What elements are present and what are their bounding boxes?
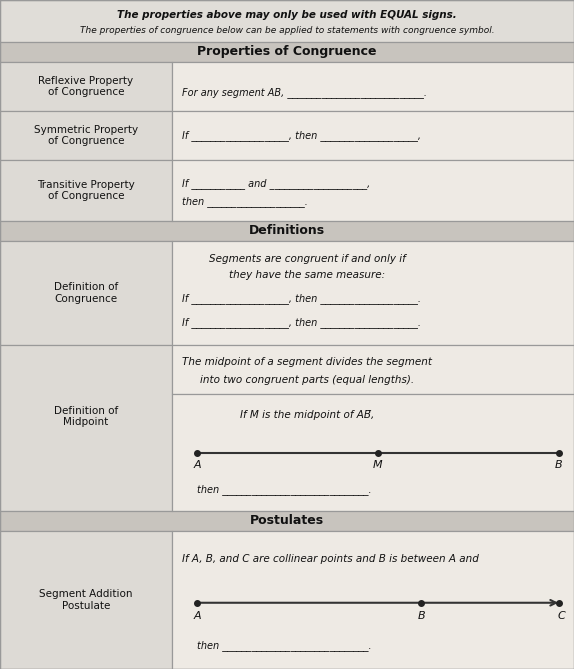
- Text: B: B: [555, 460, 563, 470]
- Text: If ___________ and ____________________,: If ___________ and ____________________,: [182, 178, 370, 189]
- Text: If ____________________, then ____________________.: If ____________________, then __________…: [182, 293, 421, 304]
- Text: The midpoint of a segment divides the segment: The midpoint of a segment divides the se…: [182, 357, 432, 367]
- Text: Transitive Property
of Congruence: Transitive Property of Congruence: [37, 180, 135, 201]
- Text: Postulates: Postulates: [250, 514, 324, 527]
- Text: then ______________________________.: then ______________________________.: [197, 484, 371, 495]
- Bar: [172, 531, 574, 669]
- Bar: [172, 394, 574, 511]
- Bar: [0, 62, 172, 111]
- Bar: [0, 160, 172, 221]
- Text: If ____________________, then ____________________,: If ____________________, then __________…: [182, 130, 421, 141]
- Text: Segments are congruent if and only if: Segments are congruent if and only if: [208, 254, 405, 264]
- Bar: [0, 42, 574, 62]
- Bar: [172, 62, 574, 111]
- Text: Definition of
Midpoint: Definition of Midpoint: [54, 405, 118, 427]
- Bar: [0, 345, 172, 511]
- Text: then ____________________.: then ____________________.: [182, 196, 308, 207]
- Bar: [0, 0, 574, 42]
- Bar: [0, 111, 172, 160]
- Text: then ______________________________.: then ______________________________.: [197, 640, 371, 651]
- Text: into two congruent parts (equal lengths).: into two congruent parts (equal lengths)…: [200, 375, 414, 385]
- Text: Properties of Congruence: Properties of Congruence: [197, 45, 377, 58]
- Bar: [172, 111, 574, 160]
- Bar: [0, 241, 172, 345]
- Bar: [0, 221, 574, 241]
- Bar: [0, 511, 574, 531]
- Text: B: B: [418, 611, 425, 621]
- Bar: [172, 241, 574, 345]
- Text: Definition of
Congruence: Definition of Congruence: [54, 282, 118, 304]
- Text: If ____________________, then ____________________.: If ____________________, then __________…: [182, 316, 421, 328]
- Text: C: C: [557, 611, 565, 621]
- Text: The properties above may only be used with EQUAL signs.: The properties above may only be used wi…: [117, 9, 457, 19]
- Text: If M is the midpoint of AB̅,: If M is the midpoint of AB̅,: [240, 410, 374, 420]
- Bar: [0, 531, 172, 669]
- Text: Reflexive Property
of Congruence: Reflexive Property of Congruence: [38, 76, 134, 97]
- Text: they have the same measure:: they have the same measure:: [229, 270, 385, 280]
- Text: Symmetric Property
of Congruence: Symmetric Property of Congruence: [34, 124, 138, 147]
- Text: Definitions: Definitions: [249, 225, 325, 237]
- Text: A: A: [193, 611, 201, 621]
- Bar: [172, 160, 574, 221]
- Text: The properties of congruence below can be applied to statements with congruence : The properties of congruence below can b…: [80, 25, 494, 35]
- Text: If A, B, and C are collinear points and B is between A and: If A, B, and C are collinear points and …: [182, 554, 479, 563]
- Text: M: M: [373, 460, 383, 470]
- Text: Segment Addition
Postulate: Segment Addition Postulate: [39, 589, 133, 611]
- Text: For any segment AB, ____________________________.: For any segment AB, ____________________…: [182, 87, 427, 98]
- Bar: [172, 345, 574, 394]
- Text: A: A: [193, 460, 201, 470]
